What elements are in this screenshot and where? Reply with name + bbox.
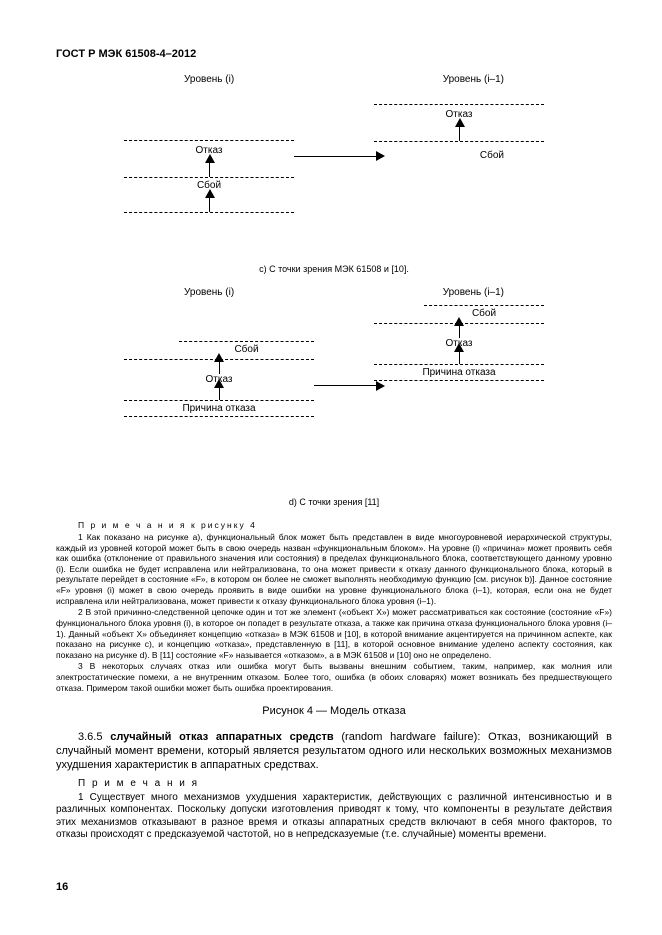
level-label-right: Уровень (i–1) [443, 74, 504, 87]
diagram-d: Уровень (i) Уровень (i–1) Сбой Отказ При… [124, 287, 544, 487]
level-label-right-d: Уровень (i–1) [443, 287, 504, 300]
level-label-left: Уровень (i) [184, 74, 234, 87]
section-number: 3.6.5 [78, 731, 110, 743]
section-term: случайный отказ аппаратных средств [110, 731, 333, 743]
notes-p1: 1 Как показано на рисунке a), функционал… [56, 532, 612, 606]
node-right-bottom: Сбой [480, 150, 504, 163]
notes-p3: 3 В некоторых случаях отказ или ошибка м… [56, 661, 612, 693]
diagram-c: Уровень (i) Уровень (i–1) Отказ Отказ Сб… [124, 74, 544, 254]
notes-title: П р и м е ч а н и я к рисунку 4 [56, 520, 612, 531]
arrow-right [294, 156, 379, 157]
figure-title: Рисунок 4 — Модель отказа [56, 705, 612, 719]
section-notes-p1: 1 Существует много механизмов ухудшения … [56, 792, 612, 842]
level-label-left-d: Уровень (i) [184, 287, 234, 300]
node-d-right-top: Сбой [424, 308, 544, 321]
node-d-right-bottom: Причина отказа [374, 367, 544, 380]
section-365: 3.6.5 случайный отказ аппаратных средств… [56, 731, 612, 842]
diagram-c-caption: c) С точки зрения МЭК 61508 и [10]. [56, 264, 612, 275]
arrow-right-d [314, 385, 379, 386]
node-d-left-bottom: Причина отказа [124, 403, 314, 416]
diagram-d-caption: d) С точки зрения [11] [56, 497, 612, 508]
section-notes-title: П р и м е ч а н и я [56, 778, 612, 791]
node-d-left-top: Сбой [179, 344, 314, 357]
figure-notes: П р и м е ч а н и я к рисунку 4 1 Как по… [56, 520, 612, 693]
page-number: 16 [56, 881, 68, 895]
doc-header: ГОСТ Р МЭК 61508-4–2012 [56, 48, 612, 62]
page: ГОСТ Р МЭК 61508-4–2012 Уровень (i) Уров… [0, 0, 662, 935]
notes-p2: 2 В этой причинно-следственной цепочке о… [56, 607, 612, 660]
